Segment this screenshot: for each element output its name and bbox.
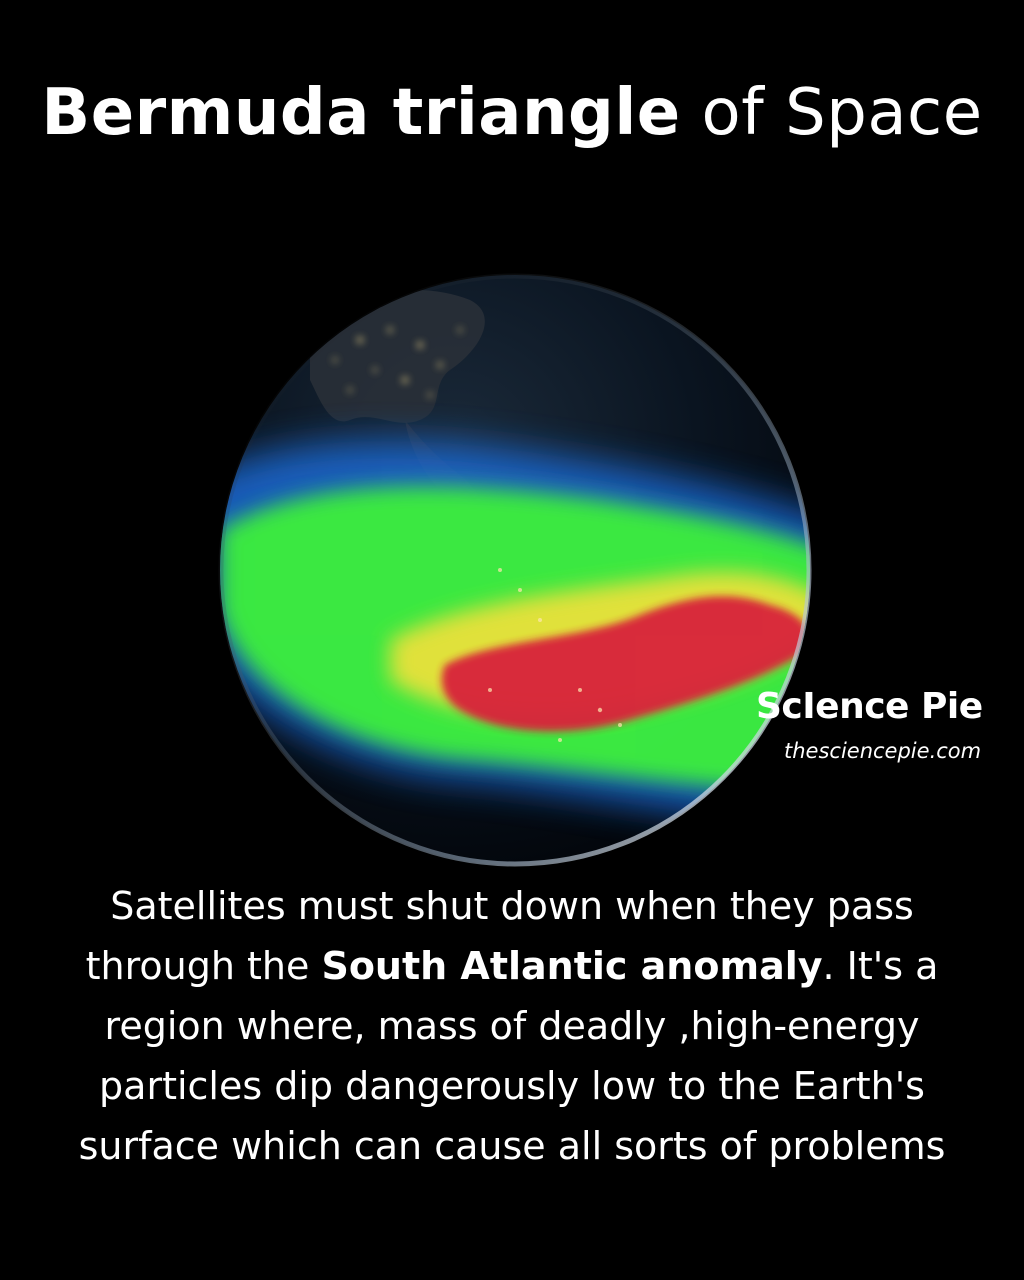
brand-logo-text: ScIence Pie (756, 686, 983, 727)
earth-anomaly-svg (218, 273, 812, 867)
anomaly-core (441, 596, 810, 732)
earth-rim (218, 273, 812, 867)
title-regular: of Space (701, 76, 983, 150)
earth-globe-illustration (160, 270, 860, 870)
brand-watermark: ScIence Pie thesciencepie.com (756, 686, 1018, 766)
caption-part-2: . It's a region where, mass of deadly ,h… (78, 944, 946, 1168)
brand-url: thesciencepie.com (784, 739, 982, 763)
anomaly-layers (220, 441, 810, 830)
page-title: Bermuda triangle of Space (0, 72, 1024, 154)
caption-text: Satellites must shut down when they pass… (40, 876, 984, 1176)
caption-highlight: South Atlantic anomaly (321, 944, 823, 988)
caption-part-1: Satellites must shut down when they pass… (85, 884, 914, 988)
title-bold: Bermuda triangle (41, 76, 681, 150)
south-america-lights (488, 568, 622, 742)
